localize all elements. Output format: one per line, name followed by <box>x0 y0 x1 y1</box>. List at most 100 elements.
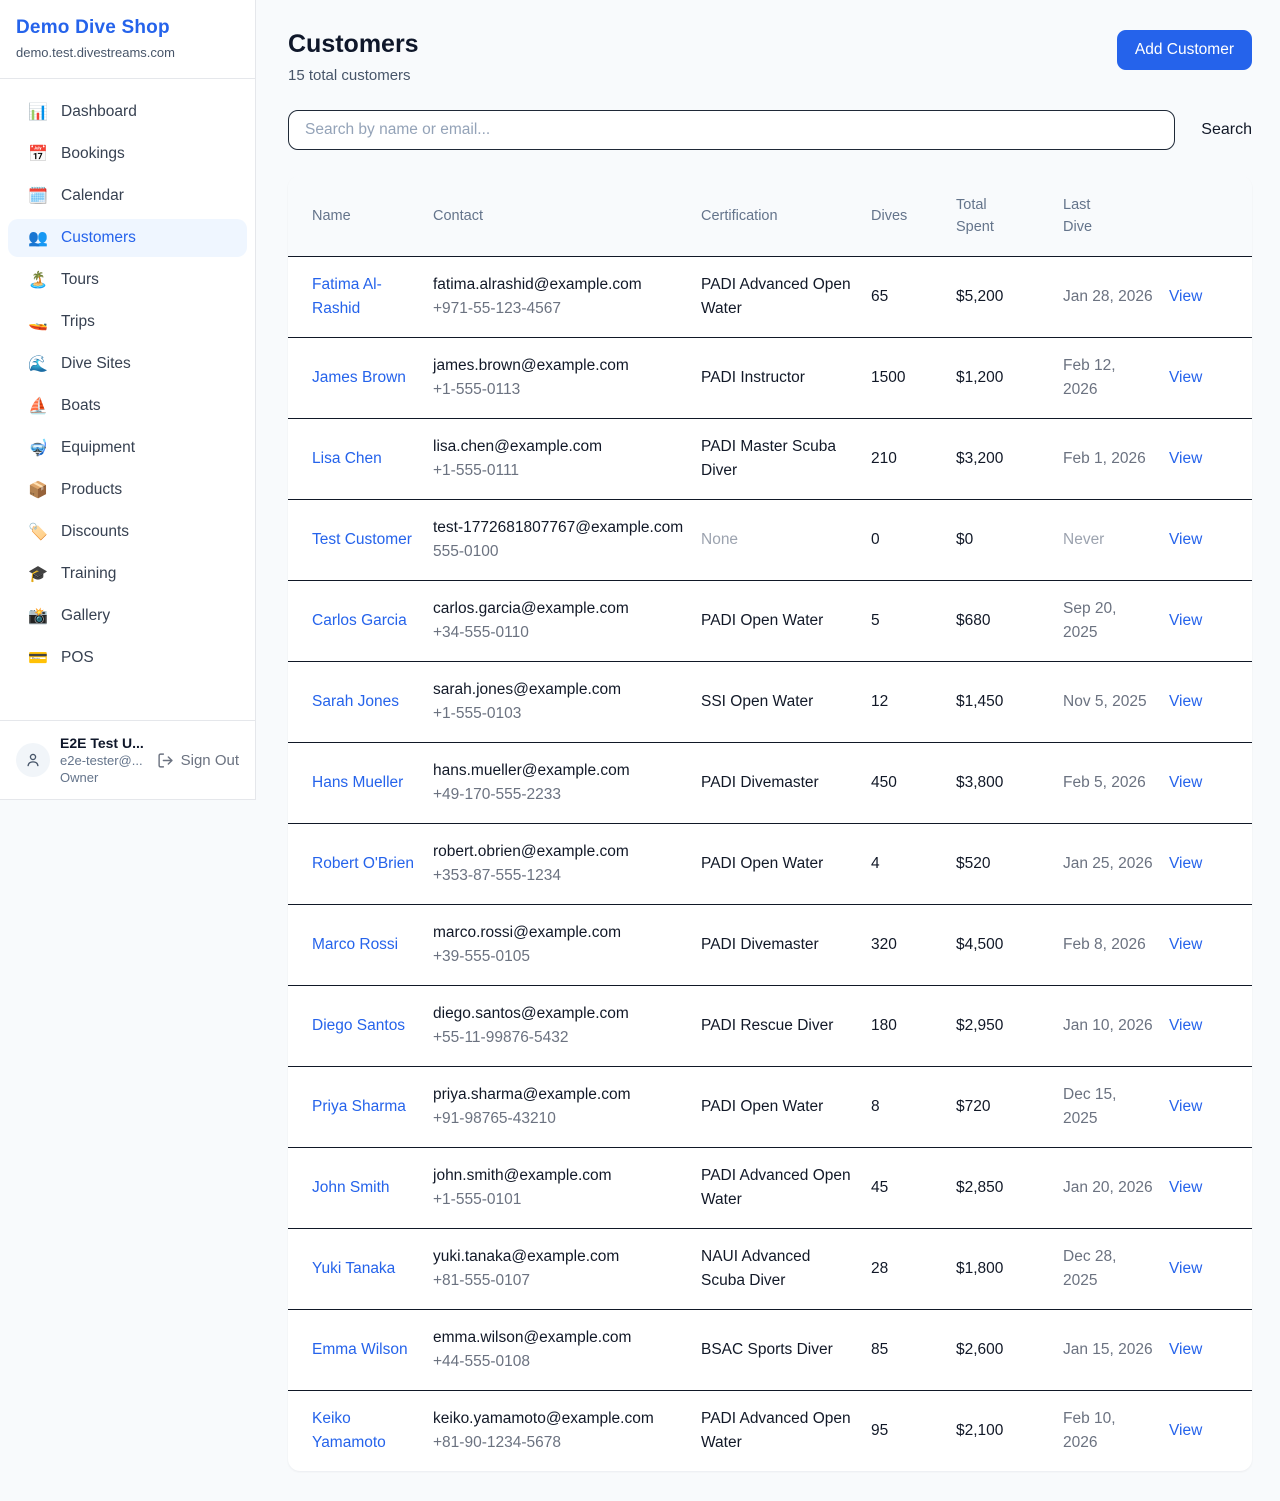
sidebar-item-gallery[interactable]: 📸 Gallery <box>8 597 247 635</box>
people-icon: 👥 <box>28 230 48 247</box>
column-header-name: Name <box>288 176 433 257</box>
certification-cell: PADI Divemaster <box>701 774 819 791</box>
certification-cell: PADI Advanced Open Water <box>701 276 851 317</box>
user-name: E2E Test U... <box>60 735 144 751</box>
spiral-calendar-icon: 🗓️ <box>28 188 48 205</box>
table-row: Fatima Al-Rashid fatima.alrashid@example… <box>288 256 1252 338</box>
certification-cell: SSI Open Water <box>701 693 814 710</box>
last-dive-cell: Jan 25, 2026 <box>1063 855 1153 872</box>
search-button[interactable]: Search <box>1175 121 1252 139</box>
customer-phone: +44-555-0108 <box>433 1353 530 1370</box>
sidebar-item-boats[interactable]: ⛵ Boats <box>8 387 247 425</box>
sidebar-item-dashboard[interactable]: 📊 Dashboard <box>8 93 247 131</box>
customer-name-link[interactable]: Fatima Al-Rashid <box>312 276 382 317</box>
customer-email: test-1772681807767@example.com <box>433 519 684 536</box>
user-info: E2E Test U... e2e-tester@... Owner <box>60 735 147 785</box>
dives-cell: 4 <box>871 855 880 872</box>
view-link[interactable]: View <box>1169 450 1203 467</box>
dives-cell: 180 <box>871 1017 897 1034</box>
table-header-row: Name Contact Certification Dives Total Spent… <box>288 176 1252 257</box>
customer-name-link[interactable]: Diego Santos <box>312 1017 406 1034</box>
sidebar-item-tours[interactable]: 🏝️ Tours <box>8 261 247 299</box>
customer-phone: +34-555-0110 <box>433 624 529 641</box>
view-link[interactable]: View <box>1169 855 1203 872</box>
customer-name-link[interactable]: Lisa Chen <box>312 450 382 467</box>
customer-name-link[interactable]: Carlos Garcia <box>312 612 407 629</box>
view-link[interactable]: View <box>1169 1260 1203 1277</box>
sidebar-item-pos[interactable]: 💳 POS <box>8 639 247 677</box>
customer-phone: +39-555-0105 <box>433 948 530 965</box>
dives-cell: 95 <box>871 1422 889 1439</box>
last-dive-cell: Sep 20, 2025 <box>1063 600 1117 641</box>
view-link[interactable]: View <box>1169 369 1203 386</box>
sidebar-item-equipment[interactable]: 🤿 Equipment <box>8 429 247 467</box>
dives-cell: 65 <box>871 288 889 305</box>
view-link[interactable]: View <box>1169 693 1203 710</box>
sign-out-button[interactable]: Sign Out <box>157 752 239 769</box>
customer-name-link[interactable]: Robert O'Brien <box>312 855 415 872</box>
view-link[interactable]: View <box>1169 1341 1203 1358</box>
customer-email: priya.sharma@example.com <box>433 1086 631 1103</box>
table-row: Marco Rossi marco.rossi@example.com +39-… <box>288 904 1252 986</box>
shop-name: Demo Dive Shop <box>16 17 170 38</box>
sidebar-item-dive-sites[interactable]: 🌊 Dive Sites <box>8 345 247 383</box>
sidebar-item-bookings[interactable]: 📅 Bookings <box>8 135 247 173</box>
sidebar-item-label: Customers <box>61 229 136 246</box>
customer-name-link[interactable]: Emma Wilson <box>312 1341 408 1358</box>
customer-name-link[interactable]: John Smith <box>312 1179 390 1196</box>
view-link[interactable]: View <box>1169 774 1203 791</box>
search-input[interactable] <box>288 110 1176 150</box>
customer-email: lisa.chen@example.com <box>433 438 603 455</box>
customer-email: robert.obrien@example.com <box>433 843 629 860</box>
view-link[interactable]: View <box>1169 1098 1203 1115</box>
sidebar-item-products[interactable]: 📦 Products <box>8 471 247 509</box>
customer-phone: +49-170-555-2233 <box>433 786 561 803</box>
customer-phone: +971-55-123-4567 <box>433 300 561 317</box>
customer-email: sarah.jones@example.com <box>433 681 622 698</box>
customer-email: diego.santos@example.com <box>433 1005 629 1022</box>
sidebar-item-training[interactable]: 🎓 Training <box>8 555 247 593</box>
total-spent-cell: $1,200 <box>956 369 1004 386</box>
view-link[interactable]: View <box>1169 1422 1203 1439</box>
customer-email: keiko.yamamoto@example.com <box>433 1410 654 1427</box>
view-link[interactable]: View <box>1169 1179 1203 1196</box>
customer-name-link[interactable]: Marco Rossi <box>312 936 399 953</box>
dives-cell: 28 <box>871 1260 889 1277</box>
view-link[interactable]: View <box>1169 612 1203 629</box>
customer-name-link[interactable]: Hans Mueller <box>312 774 404 791</box>
customers-table-card: Name Contact Certification Dives Total Spent… <box>288 176 1252 1471</box>
view-link[interactable]: View <box>1169 1017 1203 1034</box>
customer-name-link[interactable]: Sarah Jones <box>312 693 400 710</box>
certification-cell: PADI Advanced Open Water <box>701 1167 851 1208</box>
customer-email: hans.mueller@example.com <box>433 762 630 779</box>
customer-phone: +91-98765-43210 <box>433 1110 556 1127</box>
dives-cell: 85 <box>871 1341 889 1358</box>
certification-cell: PADI Open Water <box>701 1098 824 1115</box>
logout-icon <box>158 752 173 768</box>
view-link[interactable]: View <box>1169 288 1203 305</box>
customer-name-link[interactable]: Keiko Yamamoto <box>312 1410 386 1451</box>
customer-phone: +55-11-99876-5432 <box>433 1029 569 1046</box>
customer-phone: +1-555-0103 <box>433 705 522 722</box>
sidebar-item-customers[interactable]: 👥 Customers <box>8 219 247 257</box>
total-spent-cell: $4,500 <box>956 936 1004 953</box>
view-link[interactable]: View <box>1169 936 1203 953</box>
customer-name-link[interactable]: Priya Sharma <box>312 1098 406 1115</box>
customer-name-link[interactable]: Yuki Tanaka <box>312 1260 396 1277</box>
table-row: Keiko Yamamoto keiko.yamamoto@example.co… <box>288 1391 1252 1472</box>
customer-email: james.brown@example.com <box>433 357 629 374</box>
add-customer-button[interactable]: Add Customer <box>1116 30 1252 70</box>
sidebar-item-label: Boats <box>61 397 101 414</box>
last-dive-cell: Dec 15, 2025 <box>1063 1086 1117 1127</box>
view-link[interactable]: View <box>1169 531 1203 548</box>
customer-name-link[interactable]: James Brown <box>312 369 406 386</box>
column-header-last-dive: Last Dive <box>1063 176 1169 257</box>
last-dive-cell: Nov 5, 2025 <box>1063 693 1147 710</box>
customer-name-link[interactable]: Test Customer <box>312 531 412 548</box>
sidebar-item-trips[interactable]: 🚤 Trips <box>8 303 247 341</box>
camera-flash-icon: 📸 <box>28 608 48 625</box>
sidebar-item-discounts[interactable]: 🏷️ Discounts <box>8 513 247 551</box>
column-header-dives: Dives <box>871 176 956 257</box>
sidebar-item-calendar[interactable]: 🗓️ Calendar <box>8 177 247 215</box>
customer-phone: +1-555-0111 <box>433 462 520 479</box>
